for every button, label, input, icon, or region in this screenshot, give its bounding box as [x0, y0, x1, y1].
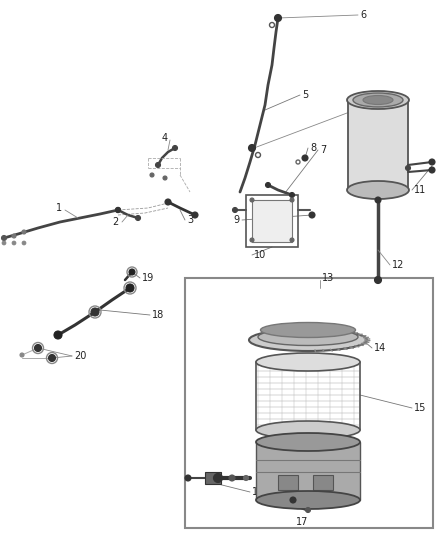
Text: 8: 8 [310, 143, 316, 153]
Ellipse shape [261, 322, 356, 337]
Circle shape [35, 344, 42, 351]
Circle shape [429, 159, 435, 165]
Bar [256, 442, 360, 500]
Circle shape [248, 144, 255, 151]
Circle shape [305, 507, 311, 513]
Circle shape [150, 173, 154, 177]
Ellipse shape [256, 491, 360, 509]
Text: 1: 1 [56, 203, 62, 213]
Circle shape [12, 234, 16, 238]
Circle shape [375, 197, 381, 203]
Text: 10: 10 [254, 250, 266, 260]
Circle shape [309, 212, 315, 218]
Circle shape [374, 277, 381, 284]
Circle shape [192, 212, 198, 218]
Circle shape [12, 241, 16, 245]
Text: 12: 12 [392, 260, 404, 270]
Circle shape [250, 198, 254, 202]
Circle shape [229, 475, 235, 481]
Bar [205, 472, 221, 484]
Circle shape [173, 146, 177, 150]
Text: 13: 13 [322, 273, 334, 283]
Circle shape [233, 207, 237, 213]
Circle shape [54, 331, 62, 339]
Bar [185, 278, 433, 528]
Text: 9: 9 [234, 215, 240, 225]
Circle shape [91, 308, 99, 316]
Bar [313, 475, 333, 490]
Circle shape [213, 473, 223, 482]
Bar [278, 475, 298, 490]
Ellipse shape [256, 353, 360, 371]
Ellipse shape [347, 91, 409, 109]
Circle shape [290, 198, 294, 202]
Ellipse shape [347, 181, 409, 199]
Text: 6: 6 [360, 10, 366, 20]
Circle shape [302, 155, 308, 161]
Ellipse shape [363, 95, 393, 104]
Text: 2: 2 [112, 217, 118, 227]
Circle shape [165, 199, 171, 205]
Text: 11: 11 [414, 185, 426, 195]
Bar [246, 195, 298, 247]
Circle shape [135, 215, 141, 221]
Text: 18: 18 [152, 310, 164, 320]
Circle shape [163, 176, 167, 180]
Ellipse shape [249, 329, 367, 351]
Circle shape [290, 497, 296, 503]
Text: 16: 16 [252, 487, 264, 497]
Ellipse shape [256, 433, 360, 451]
Circle shape [126, 284, 134, 292]
Circle shape [22, 230, 26, 234]
Circle shape [406, 166, 410, 171]
Text: 19: 19 [142, 273, 154, 283]
Ellipse shape [258, 328, 358, 345]
Circle shape [275, 14, 282, 21]
Circle shape [250, 238, 254, 242]
Circle shape [22, 241, 26, 245]
Circle shape [429, 167, 435, 173]
Ellipse shape [256, 421, 360, 439]
Circle shape [129, 269, 135, 275]
Circle shape [244, 475, 248, 481]
Text: 3: 3 [187, 215, 193, 225]
Circle shape [49, 354, 56, 361]
Text: 7: 7 [320, 145, 326, 155]
Text: 20: 20 [74, 351, 86, 361]
Circle shape [290, 238, 294, 242]
Text: 15: 15 [414, 403, 426, 413]
Bar [252, 200, 292, 242]
Circle shape [2, 241, 6, 245]
Circle shape [116, 207, 120, 213]
Circle shape [290, 192, 294, 198]
Bar [348, 100, 408, 190]
Circle shape [155, 163, 160, 167]
Text: 4: 4 [162, 133, 168, 143]
Circle shape [1, 236, 7, 240]
Circle shape [20, 353, 24, 357]
Text: 17: 17 [296, 517, 308, 527]
Ellipse shape [353, 93, 403, 107]
Text: 5: 5 [302, 90, 308, 100]
Circle shape [185, 475, 191, 481]
Text: 14: 14 [374, 343, 386, 353]
Text: 6: 6 [357, 103, 363, 113]
Circle shape [265, 182, 271, 188]
